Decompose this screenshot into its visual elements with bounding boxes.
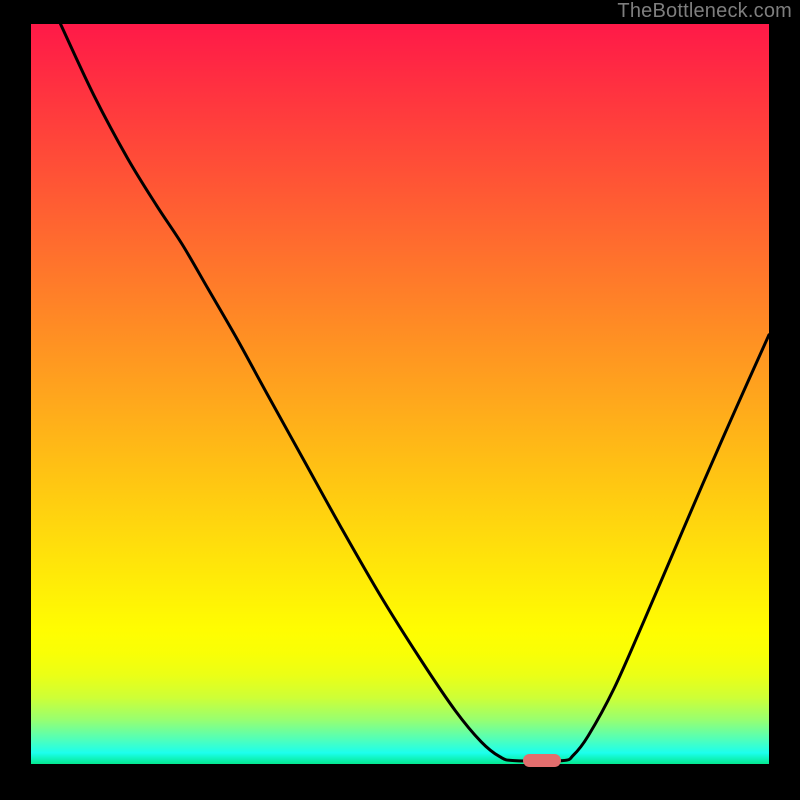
chart-frame: TheBottleneck.com (0, 0, 800, 800)
bottleneck-curve (31, 24, 769, 764)
attribution-text: TheBottleneck.com (617, 0, 792, 23)
plot-area (31, 24, 769, 764)
optimal-marker (523, 754, 561, 767)
